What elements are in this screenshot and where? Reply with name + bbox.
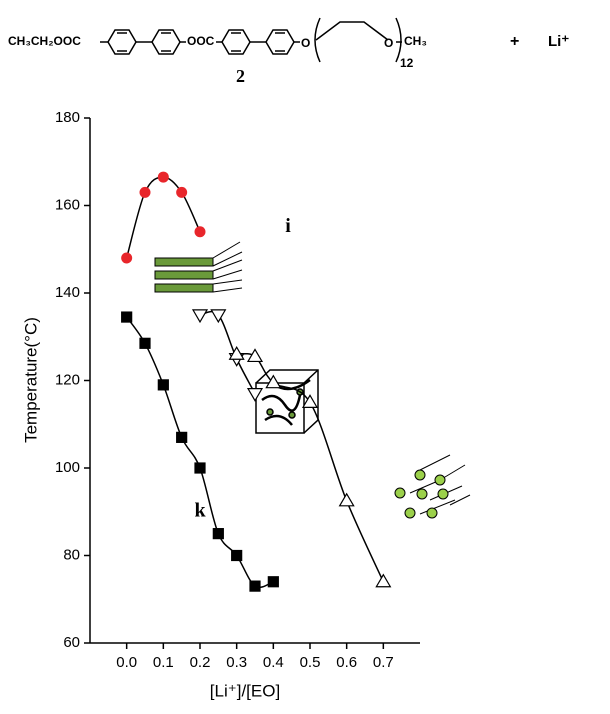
x-tick-label: 0.2 <box>190 654 211 671</box>
x-tick-label: 0.3 <box>226 654 247 671</box>
data-point <box>211 310 225 322</box>
y-tick-label: 180 <box>55 109 80 126</box>
data-point <box>195 463 205 473</box>
data-point <box>122 312 132 322</box>
data-point <box>140 338 150 348</box>
data-point <box>140 187 151 198</box>
data-point <box>177 432 187 442</box>
scheme-text: CH₃CH₂OOC <box>8 34 81 48</box>
x-tick-label: 0.5 <box>300 654 321 671</box>
compound-label: 2 <box>236 66 245 86</box>
x-tick-label: 0.0 <box>116 654 137 671</box>
x-axis-label: [Li⁺]/[EO] <box>210 681 280 700</box>
data-point <box>376 575 390 587</box>
data-point <box>232 551 242 561</box>
x-tick-label: 0.7 <box>373 654 394 671</box>
figure: CH₃CH₂OOC OOC O O CH₃ 12 + Li⁺ 2 <box>0 0 610 709</box>
hexagonal-icon <box>395 455 470 518</box>
data-point <box>158 172 169 183</box>
data-point <box>121 253 132 264</box>
data-point <box>213 529 223 539</box>
data-point <box>195 226 206 237</box>
x-tick-label: 0.6 <box>336 654 357 671</box>
scheme: CH₃CH₂OOC OOC O O CH₃ 12 + Li⁺ 2 <box>8 18 569 86</box>
y-tick-label: 100 <box>55 459 80 476</box>
data-point <box>158 380 168 390</box>
y-axis-label: Temperature(°C) <box>21 317 40 443</box>
data-point <box>340 494 354 506</box>
y-tick-label: 60 <box>63 634 80 651</box>
scheme-text: O <box>384 36 393 50</box>
fit-curve <box>200 312 255 394</box>
x-tick-label: 0.4 <box>263 654 284 671</box>
data-point <box>248 389 262 401</box>
scheme-text: O <box>301 36 310 50</box>
scheme-text: + <box>510 33 519 50</box>
fit-curve <box>237 354 384 582</box>
y-tick-label: 80 <box>63 546 80 563</box>
annotation: k <box>194 499 206 521</box>
data-point <box>303 395 317 407</box>
lamellar-icon <box>155 242 242 292</box>
x-tick-label: 0.1 <box>153 654 174 671</box>
y-tick-label: 140 <box>55 284 80 301</box>
data-point <box>176 187 187 198</box>
fit-curve <box>127 177 200 258</box>
scheme-text: Li⁺ <box>548 33 569 50</box>
y-tick-label: 120 <box>55 371 80 388</box>
data-point <box>248 349 262 361</box>
y-tick-label: 160 <box>55 196 80 213</box>
data-point <box>193 310 207 322</box>
scheme-text: OOC <box>187 34 215 48</box>
scheme-text: 12 <box>400 56 414 70</box>
annotation: i <box>285 215 291 237</box>
data-point <box>250 581 260 591</box>
data-point <box>268 577 278 587</box>
scheme-text: CH₃ <box>404 34 427 48</box>
